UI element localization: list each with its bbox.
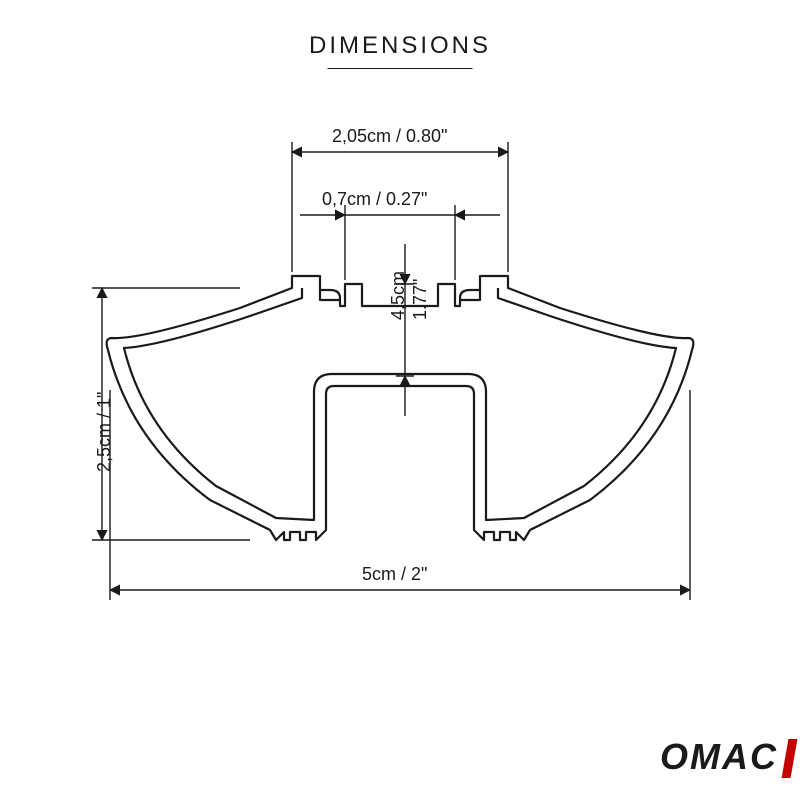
label-top-inner: 0,7cm / 0.27" <box>322 189 427 210</box>
dim-top-inner <box>300 205 500 280</box>
dim-channel-depth <box>396 244 414 416</box>
label-channel-depth-in: 1.77" <box>410 279 431 320</box>
label-channel-depth-cm: 4,5cm <box>388 271 409 320</box>
label-top-outer: 2,05cm / 0.80" <box>332 126 447 147</box>
dim-overall-height <box>92 288 250 540</box>
dimension-drawing <box>0 0 800 800</box>
brand-logo: OMAC <box>660 736 778 778</box>
label-overall-height: 2,5cm / 1" <box>94 392 115 472</box>
label-overall-width: 5cm / 2" <box>362 564 427 585</box>
